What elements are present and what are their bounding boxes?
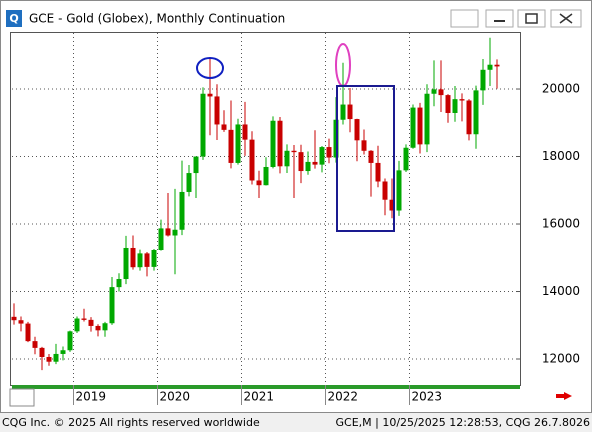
candle-body — [53, 353, 59, 362]
candle-body — [312, 161, 318, 165]
candle-body — [116, 279, 122, 288]
candle-body — [424, 93, 430, 145]
candle-body — [361, 140, 367, 151]
candle-body — [158, 228, 164, 251]
candle-body — [25, 323, 31, 342]
candle-body — [410, 107, 416, 148]
candle-body — [473, 90, 479, 135]
candle-body — [480, 69, 486, 91]
x-tick-label: 2019 — [76, 390, 107, 404]
candle-body — [67, 331, 73, 351]
candle-body — [39, 347, 45, 357]
candle-body — [179, 191, 185, 230]
candle-body — [291, 150, 297, 153]
y-tick-label: 16000 — [542, 217, 580, 231]
candle-body — [193, 156, 199, 174]
x-tick-label: 2022 — [328, 390, 359, 404]
candle-body — [284, 150, 290, 167]
candle-body — [151, 250, 157, 267]
y-tick-label: 12000 — [542, 352, 580, 366]
y-tick-label: 14000 — [542, 284, 580, 298]
candle-body — [396, 170, 402, 211]
footer-left: CQG Inc. © 2025 All rights reserved worl… — [2, 416, 260, 429]
candle-body — [172, 229, 178, 236]
candle-body — [88, 319, 94, 326]
candle-body — [270, 120, 276, 167]
candle-body — [354, 119, 360, 141]
candle-body — [298, 152, 304, 172]
candle-body — [18, 320, 24, 324]
candle-body — [235, 124, 241, 163]
candle-body — [130, 247, 136, 268]
candle-body — [494, 64, 500, 67]
candle-body — [32, 341, 38, 348]
candle-body — [46, 356, 52, 362]
link-button[interactable] — [450, 9, 479, 28]
candle-body — [102, 323, 108, 331]
app-icon-letter: Q — [9, 12, 18, 25]
candle-body — [368, 150, 374, 163]
x-tick-label: 2021 — [244, 390, 275, 404]
candle-body — [459, 99, 465, 101]
x-tick-label: 2020 — [160, 390, 191, 404]
close-glyph — [559, 13, 573, 24]
candle-body — [382, 181, 388, 200]
candle-body — [207, 93, 213, 97]
annotation-ellipse — [196, 57, 224, 79]
app-icon — [6, 10, 22, 27]
candle-body — [438, 89, 444, 96]
candle-body — [347, 104, 353, 120]
y-tick-label: 20000 — [542, 82, 580, 96]
candle-body — [228, 129, 234, 163]
timeline-strip — [12, 385, 520, 389]
x-tick-label: 2023 — [412, 390, 443, 404]
plot — [11, 33, 520, 385]
annotation-box — [336, 85, 395, 232]
candle-body — [242, 124, 248, 140]
plot-area — [10, 32, 521, 386]
candle-body — [403, 147, 409, 171]
candle-body — [214, 96, 220, 125]
footer-right: GCE,M | 10/25/2025 12:28:53, CQG 26.7.80… — [336, 416, 590, 429]
minimize-button[interactable] — [485, 9, 514, 28]
candle-body — [95, 325, 101, 331]
candle-body — [445, 95, 451, 113]
scroll-arrow[interactable] — [556, 392, 572, 400]
candle-body — [340, 104, 346, 120]
candle-body — [389, 199, 395, 211]
candle-body — [431, 89, 437, 94]
candle-body — [109, 287, 115, 324]
maximize-button[interactable] — [517, 9, 546, 28]
candle-body — [277, 120, 283, 167]
candle-body — [60, 350, 66, 354]
scroll-box[interactable] — [9, 388, 35, 407]
maximize-glyph — [525, 13, 538, 24]
candle-body — [452, 99, 458, 113]
candle-body — [319, 147, 325, 165]
candle-body — [256, 180, 262, 186]
candle-body — [221, 124, 227, 130]
candle-body — [144, 253, 150, 267]
candle-body — [123, 247, 129, 280]
candle-body — [165, 228, 171, 236]
candle-body — [466, 100, 472, 135]
candle-body — [74, 318, 80, 332]
candle-body — [417, 107, 423, 145]
y-tick-label: 18000 — [542, 149, 580, 163]
candle-body — [186, 173, 192, 192]
candle-body — [200, 93, 206, 157]
candle-body — [137, 253, 143, 268]
candle-body — [326, 147, 332, 158]
candle-body — [11, 316, 17, 321]
candle-body — [263, 166, 269, 186]
candle-body — [249, 139, 255, 181]
candle-body — [375, 162, 381, 182]
window-title: GCE - Gold (Globex), Monthly Continuatio… — [29, 12, 285, 26]
candle-body — [487, 64, 493, 70]
candle-body — [305, 161, 311, 172]
candle-body — [81, 318, 87, 320]
